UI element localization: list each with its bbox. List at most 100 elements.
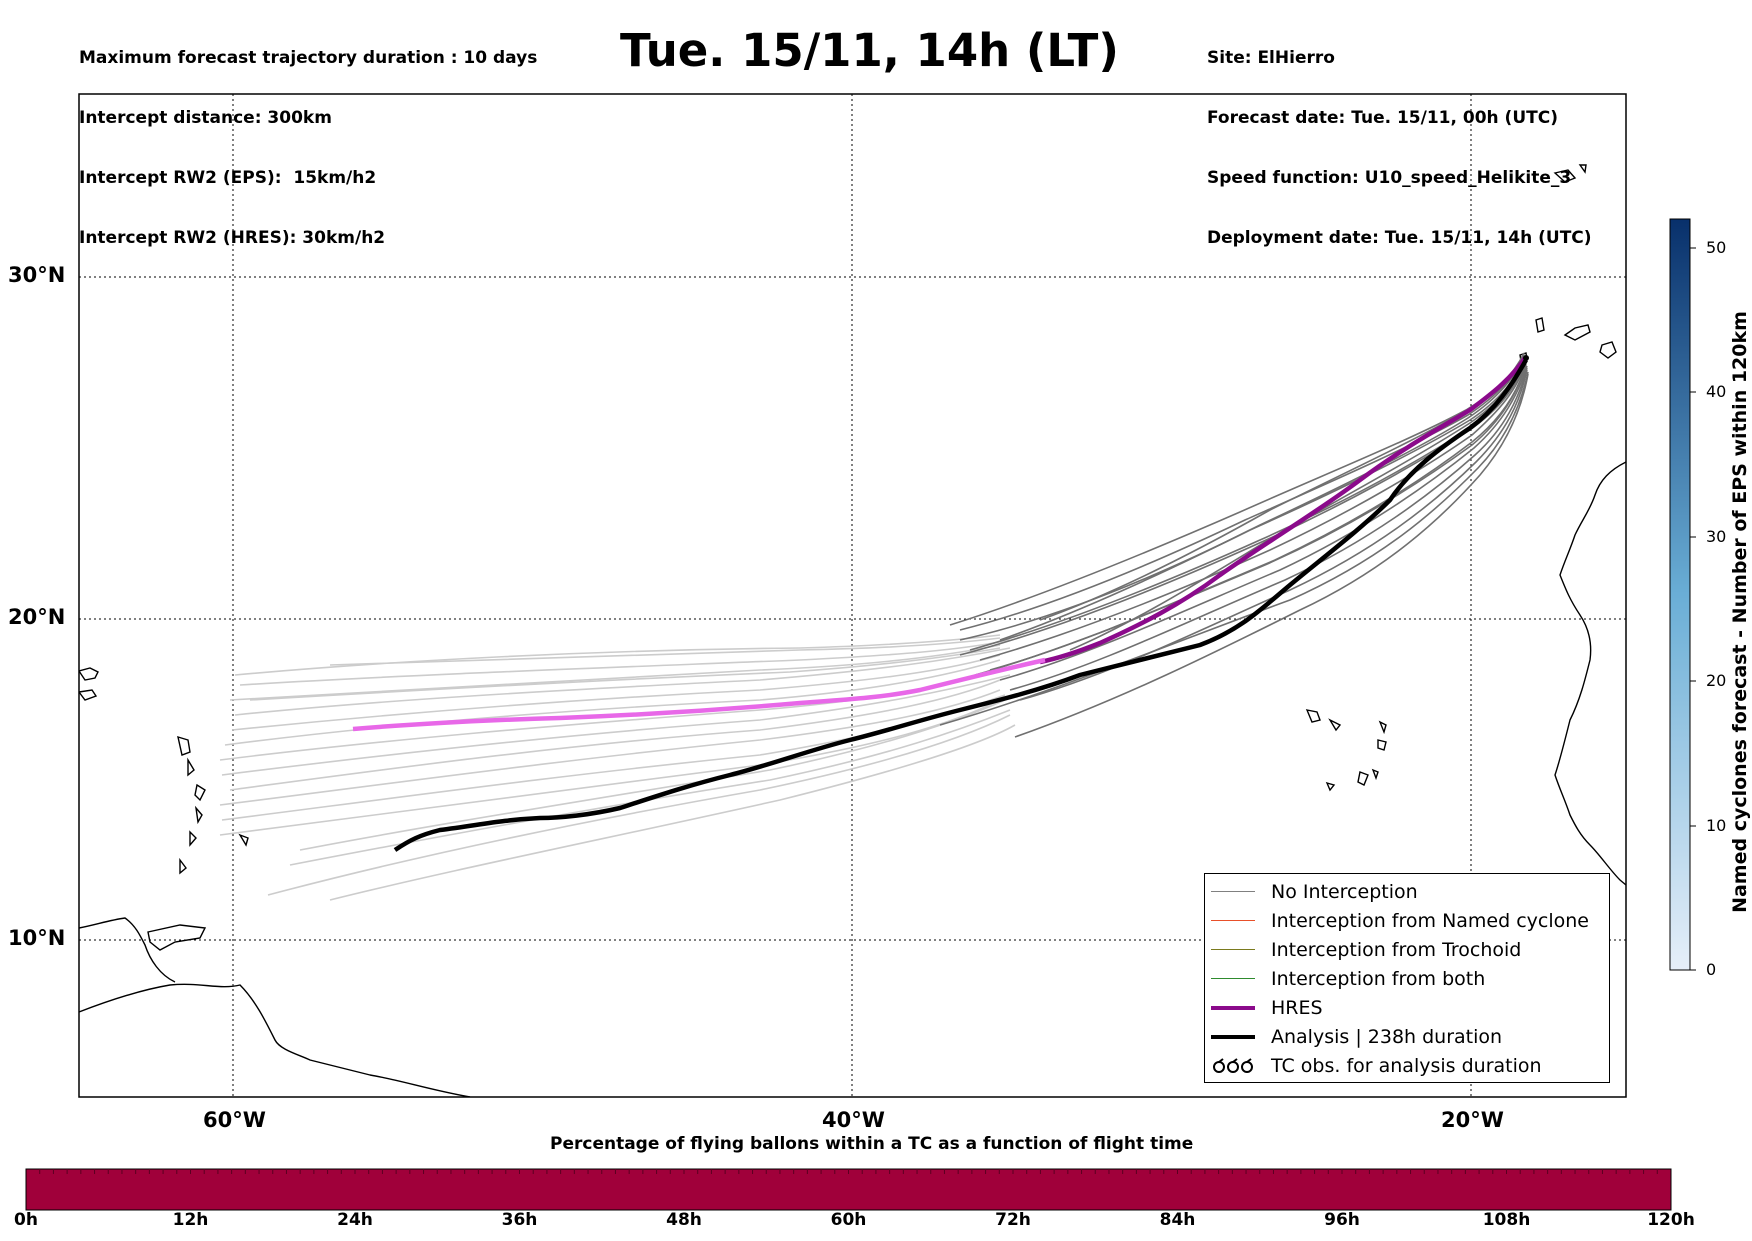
legend-label: No Interception xyxy=(1271,880,1418,903)
colorbar-gradient xyxy=(1669,218,1691,971)
bottom-bar-tick-label: 96h xyxy=(1324,1210,1360,1230)
bottom-bar-tick-label: 84h xyxy=(1159,1210,1196,1230)
bottom-bar-tick-label: 60h xyxy=(830,1210,867,1230)
bottom-bar-tick-label: 12h xyxy=(172,1210,209,1230)
ensemble-trajectories-early xyxy=(219,634,1016,901)
ensemble-track xyxy=(979,361,1527,661)
legend-label: Analysis | 238h duration xyxy=(1271,1025,1503,1048)
coastline-cape-verde xyxy=(1305,709,1387,792)
site-text: Site: ElHierro xyxy=(1207,48,1335,68)
colorbar-tick-label: 20 xyxy=(1706,671,1727,690)
ensemble-track xyxy=(234,647,1011,716)
page-title: Tue. 15/11, 14h (LT) xyxy=(620,24,1119,77)
legend-item-hres: HRES xyxy=(1211,993,1323,1022)
speed-function-text: Speed function: U10_speed_Helikite_3 xyxy=(1207,168,1572,188)
lat-label-20n: 20°N xyxy=(8,605,66,629)
colorbar-tick-label: 30 xyxy=(1706,527,1727,546)
lon-label-40w: 40°W xyxy=(822,1108,885,1132)
ensemble-track xyxy=(249,647,1001,701)
lon-label-20w: 20°W xyxy=(1441,1108,1504,1132)
intercept-rw2-hres-text: Intercept RW2 (HRES): 30km/h2 xyxy=(79,228,386,248)
coastline-venezuela-coast xyxy=(79,917,176,983)
ensemble-track xyxy=(939,371,1529,726)
legend-label: Interception from Named cyclone xyxy=(1271,909,1589,932)
hres-track xyxy=(1039,356,1527,665)
coastline-west-africa xyxy=(1554,461,1626,886)
hres-track-early xyxy=(352,657,1046,732)
coastlines xyxy=(79,164,1626,1097)
bottom-bar-tick-label: 0h xyxy=(14,1210,38,1230)
header-right-info: Site: ElHierro Forecast date: Tue. 15/11… xyxy=(1207,8,1592,268)
coastline-south-america xyxy=(79,983,471,1097)
intercept-rw2-eps-text: Intercept RW2 (EPS): 15km/h2 xyxy=(79,168,377,188)
bottom-bar-tick-label: 72h xyxy=(995,1210,1031,1230)
bottom-bar-tick-label: 108h xyxy=(1482,1210,1531,1230)
bottom-bar-tick-label: 48h xyxy=(666,1210,702,1230)
colorbar-tick-label: 40 xyxy=(1706,382,1727,401)
ensemble-track xyxy=(267,714,1011,896)
legend-item-trochoid: Interception from Trochoid xyxy=(1211,935,1521,964)
max-duration-text: Maximum forecast trajectory duration : 1… xyxy=(79,48,538,68)
legend-item-both: Interception from both xyxy=(1211,964,1485,993)
ensemble-track xyxy=(1009,367,1528,691)
bottom-percentage-bar xyxy=(25,1168,1672,1211)
analysis-track xyxy=(393,358,1528,852)
colorbar-label: Named cyclones forecast - Number of EPS … xyxy=(1729,311,1751,913)
legend-swatch xyxy=(1211,1034,1255,1039)
colorbar-tick-label: 10 xyxy=(1706,816,1727,835)
header-left-info: Maximum forecast trajectory duration : 1… xyxy=(79,8,537,268)
legend-label: Interception from Trochoid xyxy=(1271,938,1522,961)
colorbar-tick-label: 0 xyxy=(1706,960,1717,979)
ensemble-track xyxy=(999,365,1528,681)
legend-item-no-interception: No Interception xyxy=(1211,877,1418,906)
coastline-cuba-fragment xyxy=(79,667,99,681)
colorbar-tick-marks xyxy=(1690,247,1696,971)
legend-label: Interception from both xyxy=(1271,967,1486,990)
ensemble-track xyxy=(224,659,1001,746)
legend-swatch xyxy=(1211,890,1255,893)
ensemble-track xyxy=(999,355,1526,641)
ensemble-track xyxy=(229,679,1001,791)
legend-swatch xyxy=(1211,919,1255,922)
ensemble-track xyxy=(329,637,1001,666)
lat-label-10n: 10°N xyxy=(8,926,66,950)
ensemble-track xyxy=(959,360,1526,656)
coastline-lesser-antilles xyxy=(177,735,249,875)
legend-label: TC obs. for analysis duration xyxy=(1271,1054,1542,1077)
ensemble-trajectories-late xyxy=(939,352,1529,738)
legend-item-analysis: Analysis | 238h duration xyxy=(1211,1022,1502,1051)
lon-label-60w: 60°W xyxy=(203,1108,266,1132)
legend-swatch xyxy=(1211,948,1255,951)
coastline-canary-islands xyxy=(1519,317,1617,362)
legend-swatch xyxy=(1211,1005,1255,1010)
ensemble-track xyxy=(239,639,1011,686)
ensemble-track xyxy=(231,654,1001,731)
coastline-madeira xyxy=(1553,164,1587,183)
ensemble-track xyxy=(959,354,1525,631)
legend-swatch xyxy=(1211,977,1255,980)
ensemble-track xyxy=(221,674,1011,776)
ensemble-track xyxy=(329,724,1016,901)
bottom-bar-tick-label: 36h xyxy=(501,1210,538,1230)
tc-obs-symbol-icon xyxy=(1213,1057,1253,1073)
legend-item-tc-obs: TC obs. for analysis duration xyxy=(1211,1051,1542,1080)
deployment-date-text: Deployment date: Tue. 15/11, 14h (UTC) xyxy=(1207,228,1592,248)
map-legend: No Interception Interception from Named … xyxy=(1204,873,1610,1083)
colorbar-tick-label: 50 xyxy=(1706,238,1727,257)
legend-label: HRES xyxy=(1271,996,1323,1019)
ensemble-track xyxy=(974,364,1527,676)
bottom-bar-tick-label: 120h xyxy=(1647,1210,1695,1230)
ensemble-track xyxy=(1014,373,1529,738)
bottom-bar-tick-label: 24h xyxy=(337,1210,373,1230)
intercept-distance-text: Intercept distance: 300km xyxy=(79,108,332,128)
coastline-hispaniola-fragment xyxy=(79,689,98,701)
launch-site-marker xyxy=(1523,355,1529,361)
coastline-trinidad xyxy=(147,924,207,951)
ensemble-track xyxy=(219,699,1001,836)
ensemble-track xyxy=(219,689,1001,806)
bottom-bar-title: Percentage of flying ballons within a TC… xyxy=(550,1134,1194,1154)
forecast-date-text: Forecast date: Tue. 15/11, 00h (UTC) xyxy=(1207,108,1558,128)
lat-label-30n: 30°N xyxy=(8,263,66,287)
bottom-bar-tick-marks xyxy=(39,1169,1658,1174)
